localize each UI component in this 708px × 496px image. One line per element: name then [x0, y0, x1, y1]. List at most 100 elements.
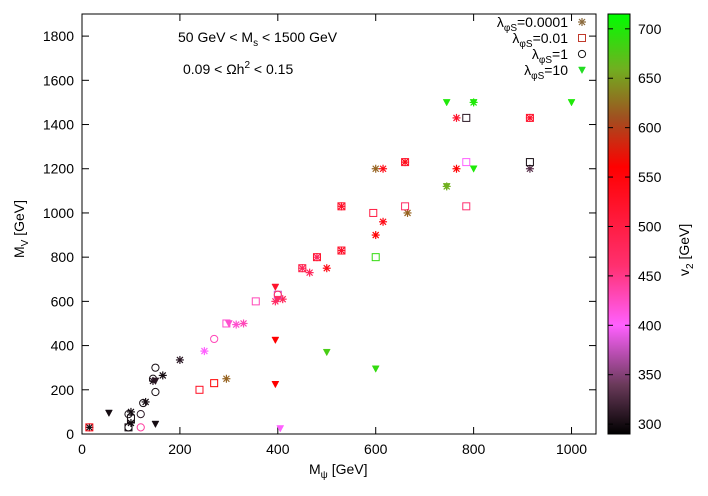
data-point — [322, 348, 331, 357]
colorbar-tick-label: 500 — [638, 218, 662, 234]
legend-label: λφS=10 — [524, 62, 568, 82]
y-tick-label: 1600 — [43, 72, 74, 88]
star-stroke — [127, 419, 135, 427]
star-stroke — [200, 347, 208, 355]
star-stroke — [379, 165, 387, 173]
data-point — [305, 268, 314, 277]
legend-marker — [577, 49, 587, 59]
star-stroke — [372, 231, 380, 239]
data-point — [369, 208, 378, 217]
star-stroke — [142, 398, 150, 406]
data-point — [312, 253, 321, 262]
data-point — [312, 253, 321, 262]
x-tick-label: 600 — [364, 441, 388, 457]
data-point — [442, 183, 451, 191]
data-point — [322, 264, 331, 273]
data-point — [379, 217, 388, 226]
star-stroke — [159, 371, 167, 379]
data-point — [136, 423, 145, 432]
data-point — [141, 397, 150, 406]
data-point — [337, 202, 346, 211]
y-tick-label: 1400 — [43, 117, 74, 133]
data-point — [525, 113, 534, 122]
data-point — [151, 387, 160, 397]
data-point — [151, 363, 160, 372]
annotations: 50 GeV < Ms < 1500 GeV 0.09 < Ωh2 < 0.15 — [178, 29, 338, 77]
data-point — [401, 158, 410, 167]
data-point — [239, 319, 248, 328]
annotation-relic-density: 0.09 < Ωh2 < 0.15 — [183, 60, 293, 77]
star-stroke — [404, 209, 411, 217]
data-point — [136, 410, 145, 419]
data-point — [151, 420, 160, 429]
data-point — [124, 410, 133, 419]
data-point — [469, 99, 478, 107]
y-tick-label: 0 — [66, 426, 74, 442]
legend-marker — [578, 18, 586, 26]
star-stroke — [578, 18, 586, 26]
colorbar-tick-label: 450 — [638, 268, 662, 284]
data-point — [337, 246, 346, 255]
x-tick-label: 400 — [266, 441, 290, 457]
star-stroke — [338, 202, 345, 210]
star-stroke — [85, 423, 93, 431]
data-point — [452, 164, 461, 173]
data-point — [298, 264, 307, 273]
data-point — [298, 264, 307, 273]
series-circle — [124, 290, 282, 432]
star-stroke — [222, 375, 230, 383]
y-tick-label: 600 — [51, 293, 75, 309]
star-stroke — [338, 247, 345, 254]
data-point — [271, 336, 280, 345]
x-axis-label: Mψ [GeV] — [309, 461, 368, 481]
data-point — [462, 202, 471, 211]
data-point — [452, 113, 461, 122]
star-stroke — [298, 264, 306, 272]
legend-label: λφS=0.01 — [512, 30, 568, 50]
data-point — [222, 374, 231, 383]
data-point — [85, 423, 94, 432]
data-point — [371, 365, 380, 373]
star-stroke — [306, 269, 314, 277]
y-axis-label: MV [GeV] — [11, 200, 31, 258]
y-tick-label: 1000 — [43, 205, 74, 221]
colorbar: 300 350 400 450 500 550 600 650 700 v2 [GeV] — [607, 13, 696, 435]
star-stroke — [401, 158, 409, 166]
x-tick-label: 200 — [168, 441, 192, 457]
data-point — [567, 99, 576, 107]
data-point — [337, 202, 346, 211]
data-points — [85, 98, 576, 433]
star-stroke — [323, 264, 331, 272]
colorbar-tick-label: 350 — [638, 367, 662, 383]
star-stroke — [313, 253, 321, 261]
data-point — [139, 398, 148, 408]
data-point — [224, 320, 233, 328]
y-tick-label: 200 — [51, 382, 75, 398]
star-stroke — [279, 295, 287, 303]
legend-label: λφS=0.0001 — [497, 14, 568, 34]
data-point — [401, 202, 410, 211]
data-point — [525, 158, 534, 167]
data-point — [175, 355, 184, 364]
data-point — [271, 381, 280, 389]
series-star — [85, 98, 534, 432]
x-tick-label: 1000 — [556, 441, 587, 457]
colorbar-tick-label: 300 — [638, 416, 662, 432]
data-point — [158, 371, 167, 380]
data-point — [126, 414, 135, 423]
data-point — [337, 246, 346, 255]
y-tick-label: 1200 — [43, 161, 74, 177]
x-tick-label: 0 — [78, 441, 86, 457]
star-stroke — [240, 320, 247, 327]
legend-marker — [578, 66, 586, 75]
data-point — [276, 425, 285, 433]
data-point — [371, 231, 380, 240]
y-tick-label: 400 — [51, 338, 75, 354]
star-stroke — [453, 165, 460, 173]
star-stroke — [176, 356, 184, 364]
data-point — [232, 320, 241, 329]
data-point — [371, 253, 380, 262]
star-stroke — [372, 165, 380, 173]
